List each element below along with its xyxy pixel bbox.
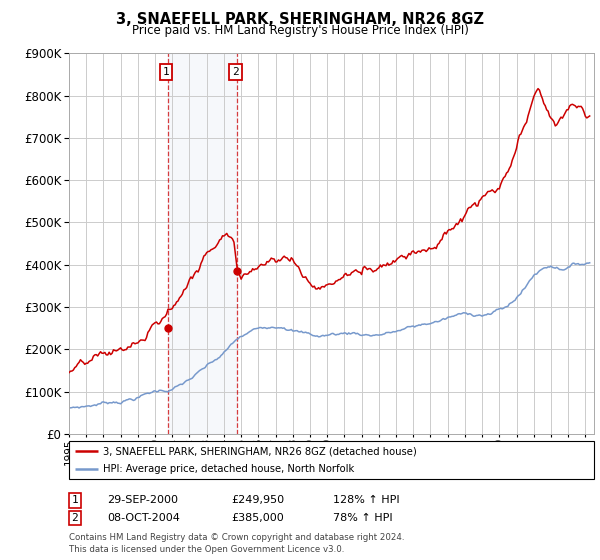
Bar — [168, 53, 238, 434]
Text: 1: 1 — [163, 67, 170, 77]
Text: Contains HM Land Registry data © Crown copyright and database right 2024.
This d: Contains HM Land Registry data © Crown c… — [69, 533, 404, 554]
Text: £385,000: £385,000 — [231, 513, 284, 523]
Text: 08-OCT-2004: 08-OCT-2004 — [107, 513, 179, 523]
Text: 3, SNAEFELL PARK, SHERINGHAM, NR26 8GZ (detached house): 3, SNAEFELL PARK, SHERINGHAM, NR26 8GZ (… — [103, 446, 417, 456]
Text: 1: 1 — [71, 495, 79, 505]
Text: Price paid vs. HM Land Registry's House Price Index (HPI): Price paid vs. HM Land Registry's House … — [131, 24, 469, 36]
Text: 2: 2 — [71, 513, 79, 523]
Text: 78% ↑ HPI: 78% ↑ HPI — [333, 513, 392, 523]
Text: 128% ↑ HPI: 128% ↑ HPI — [333, 495, 400, 505]
Text: 2: 2 — [232, 67, 239, 77]
Text: 3, SNAEFELL PARK, SHERINGHAM, NR26 8GZ: 3, SNAEFELL PARK, SHERINGHAM, NR26 8GZ — [116, 12, 484, 27]
Text: HPI: Average price, detached house, North Norfolk: HPI: Average price, detached house, Nort… — [103, 464, 355, 474]
Text: £249,950: £249,950 — [231, 495, 284, 505]
Text: 29-SEP-2000: 29-SEP-2000 — [107, 495, 178, 505]
